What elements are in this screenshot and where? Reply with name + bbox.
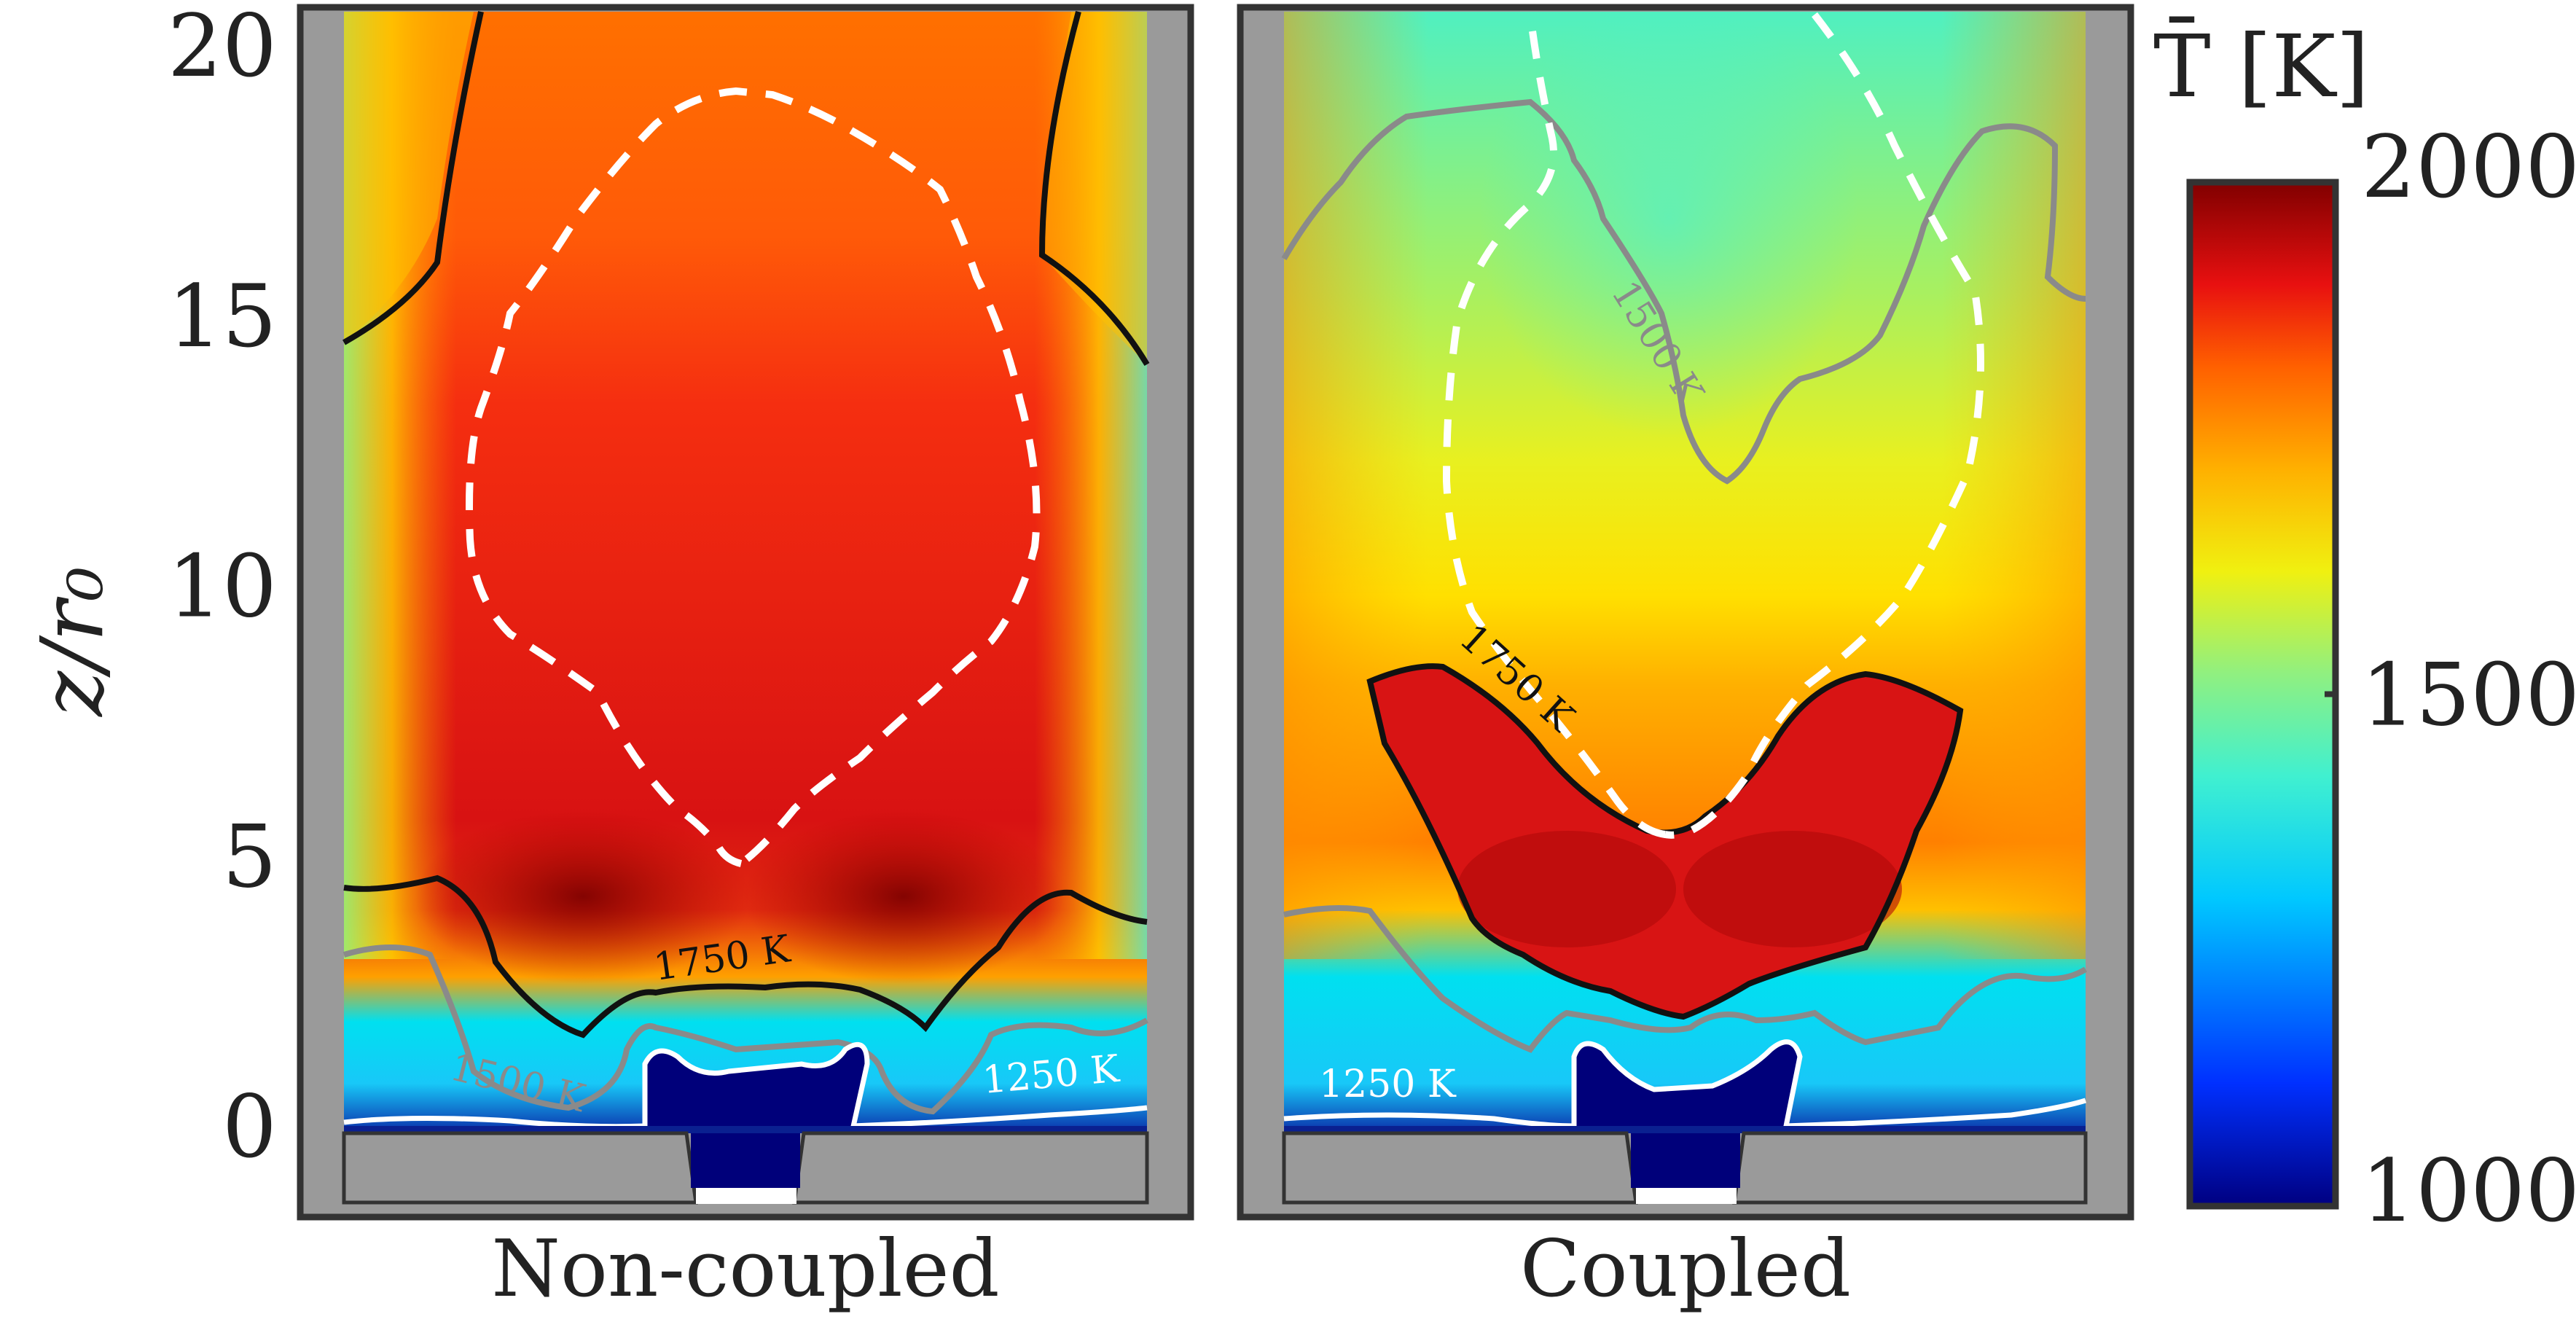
- label-1250-c: 1250 K: [1319, 1063, 1457, 1106]
- contour-1750-lower-nc: [343, 875, 1148, 1039]
- y-tick-10: 10: [168, 536, 277, 637]
- colorbar-gradient: [2186, 179, 2339, 1210]
- contour-1500-nc: [342, 944, 1148, 1115]
- contour-1500-lower-c: [1283, 905, 2088, 1053]
- y-tick-5: 5: [222, 806, 277, 907]
- panel-label-non-coupled: Non-coupled: [491, 1224, 999, 1315]
- contour-1500-upper-c: [1281, 98, 2086, 485]
- colorbar-tick-1500: 1500: [2361, 645, 2576, 746]
- colorbar-tick-2000: 2000: [2361, 117, 2576, 217]
- contour-1750-upper-nc: [342, 11, 484, 345]
- colorbar: 2000 1500 1000 T̄ [K]: [2153, 16, 2576, 1241]
- dashed-contour-nc: [466, 87, 1041, 868]
- dashed-contour-c: [1442, 12, 1984, 839]
- colorbar-title: T̄ [K]: [2153, 16, 2369, 117]
- colorbar-tick-1000: 1000: [2361, 1141, 2576, 1241]
- panel-label-coupled: Coupled: [1520, 1224, 1851, 1315]
- y-axis: 0 5 10 15 20: [168, 0, 277, 1177]
- y-axis-label: z/r₀: [22, 566, 122, 718]
- contour-1250-c: [1283, 1098, 2087, 1129]
- y-tick-20: 20: [168, 0, 277, 96]
- hot-spot-right: [743, 809, 1064, 984]
- nozzle-jet-c: [1571, 1039, 1803, 1133]
- y-tick-0: 0: [222, 1076, 277, 1177]
- panel-coupled: 1750 K 1500 K 1250 K: [1237, 4, 2134, 1221]
- contour-1750-c: [1366, 663, 1964, 1020]
- y-tick-15: 15: [168, 266, 277, 367]
- nozzle-jet-nc: [642, 1041, 870, 1133]
- panel-non-coupled: 1750 K 1500 K 1250 K: [297, 4, 1194, 1221]
- hot-spot-left: [415, 809, 751, 984]
